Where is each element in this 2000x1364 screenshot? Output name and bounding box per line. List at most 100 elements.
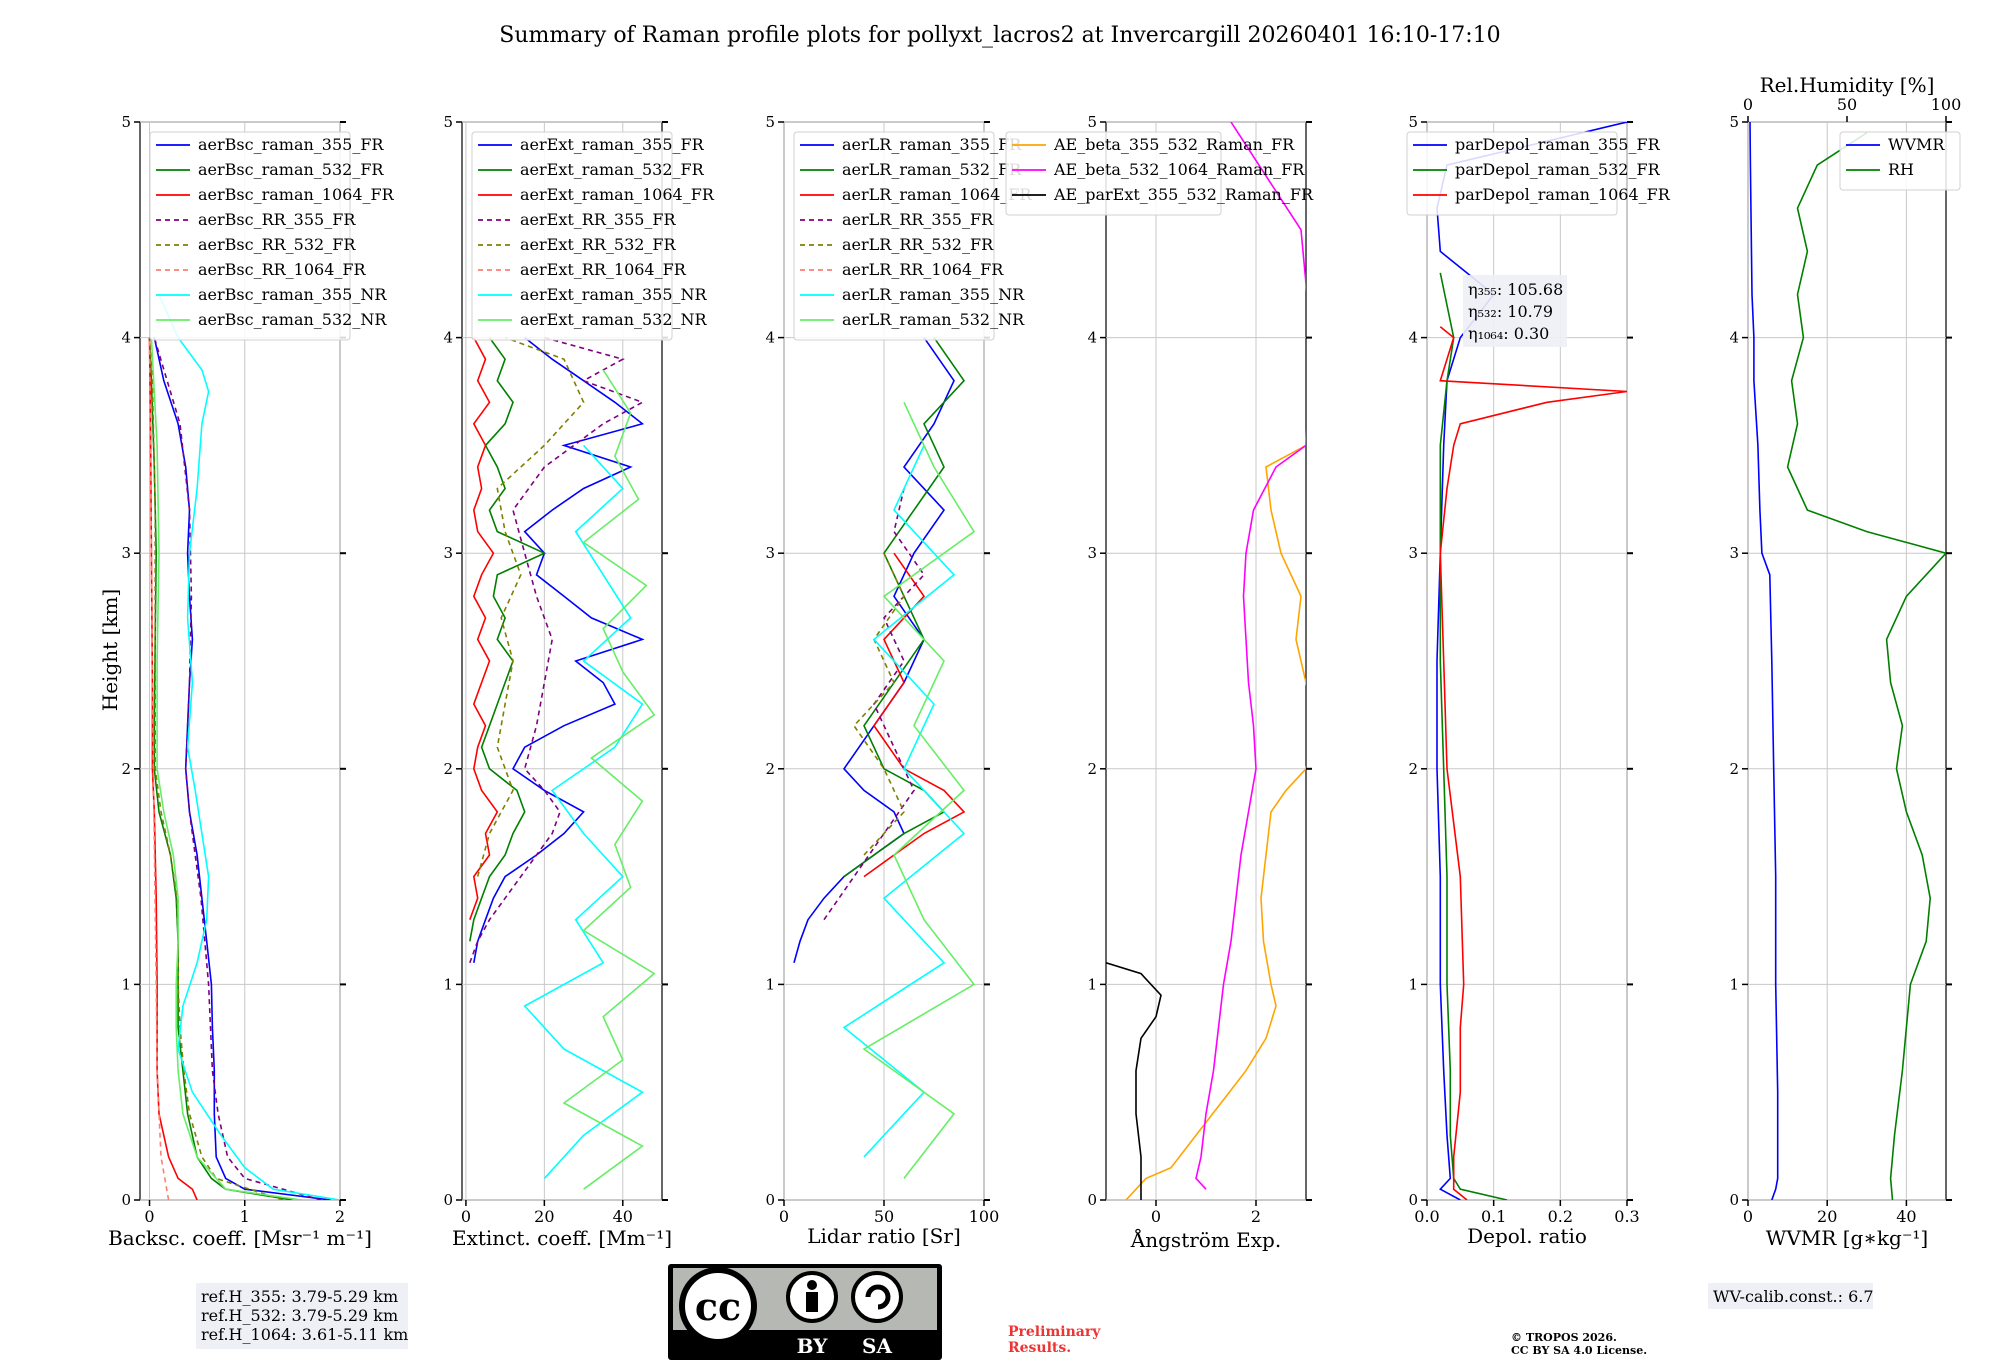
grid: [1106, 121, 1306, 1201]
series-line-wvmr: [1749, 122, 1779, 1200]
x-tick-label: 0.2: [1548, 1207, 1573, 1226]
y-tick-label: 0: [443, 1191, 453, 1209]
x-tick-label: 2: [1251, 1207, 1261, 1226]
series-line-aerlr-raman-355-nr: [842, 445, 966, 1158]
series-line-pardepol-raman-1064-fr: [1439, 326, 1627, 1200]
wv-calib-box: WV-calib.const.: 6.7: [1708, 1283, 1874, 1309]
preliminary-line1: Preliminary: [1008, 1324, 1101, 1340]
legend: parDepol_raman_355_FR parDepol_raman_532_…: [1406, 131, 1671, 216]
series-clip: [1749, 122, 1946, 1200]
legend-label: AE_beta_532_1064_Raman_FR: [1053, 160, 1305, 179]
panel-frame: [1747, 121, 1947, 1201]
figure-title: Summary of Raman profile plots for polly…: [499, 23, 1500, 48]
refh-1064: ref.H_1064: 3.61-5.11 km: [201, 1325, 408, 1344]
x-tick-label: 40: [1896, 1207, 1916, 1226]
series-line-pardepol-raman-355-fr: [1436, 122, 1627, 1200]
y-tick-label: 5: [1087, 113, 1097, 131]
panel-depol: 0 1 2 3 4 5 0.0 0.1 0.2 0.3 Depol. ratio parDepol…: [1406, 113, 1671, 1248]
panel-backscatter: 0 1 2 3 4 5 0 1 2 Backsc. coeff. [Msr⁻¹ m⁻¹] aer…: [108, 113, 395, 1250]
legend-label: aerExt_raman_532_FR: [520, 160, 705, 179]
series-line-aerext-raman-1064-fr: [469, 337, 499, 920]
series-clip: [148, 294, 340, 1200]
y-tick-label: 0: [765, 1191, 775, 1209]
y-tick-label: 4: [1729, 329, 1739, 347]
series-line-aerbsc-rr-355-fr: [153, 337, 322, 1200]
y-tick-label: 4: [443, 329, 453, 347]
cc-logo-letters-icon: cc: [695, 1284, 741, 1329]
eta-532: η₅₃₂: 10.79: [1468, 302, 1553, 321]
legend-label: aerBsc_RR_355_FR: [198, 210, 356, 229]
series-group: [793, 337, 976, 1179]
legend-label: WVMR: [1888, 135, 1945, 154]
series-line-aerbsc-rr-1064-fr: [148, 337, 170, 1200]
series-line-aerlr-rr-532-fr: [852, 552, 905, 856]
legend-label: aerBsc_raman_532_FR: [198, 160, 384, 179]
top-x-tick-label: 50: [1837, 95, 1857, 114]
series-clip: [1436, 122, 1627, 1200]
eta-annotation: η₃₅₅: 105.68 η₅₃₂: 10.79 η₁₀₆₄: 0.30: [1463, 275, 1567, 347]
y-tick-label: 3: [443, 544, 453, 562]
legend-label: aerBsc_raman_532_NR: [198, 310, 387, 329]
axes: 0 1 2 3 4 5 0 2: [1087, 113, 1312, 1226]
y-tick-label: 3: [1087, 544, 1097, 562]
refh-355: ref.H_355: 3.79-5.29 km: [201, 1287, 398, 1306]
legend-label: aerLR_raman_532_NR: [842, 310, 1025, 329]
y-tick-label: 3: [765, 544, 775, 562]
x-tick-label: 0: [779, 1207, 789, 1226]
copyright-line2: CC BY SA 4.0 License.: [1511, 1344, 1647, 1357]
eta-1064: η₁₀₆₄: 0.30: [1468, 324, 1549, 343]
axes: 0 1 2 3 4 5 0.0 0.1 0.2 0.3: [1408, 113, 1639, 1226]
x-tick-label: 0.0: [1414, 1207, 1439, 1226]
x-tick-label: 50: [874, 1207, 894, 1226]
y-tick-label: 2: [765, 760, 775, 778]
person-body: [806, 1292, 818, 1312]
share-alike-icon: [851, 1271, 903, 1323]
wv-calib-bg: [1708, 1283, 1873, 1309]
legend: aerExt_raman_355_FR aerExt_raman_532_FRae…: [471, 131, 715, 341]
legend-label: RH: [1888, 160, 1914, 179]
series-group: [1749, 122, 1946, 1200]
series-line-aerext-rr-355-fr: [469, 336, 645, 964]
x-tick-label: 100: [969, 1207, 1000, 1226]
x-tick-label: 2: [335, 1207, 345, 1226]
legend-label: aerExt_raman_532_NR: [520, 310, 708, 329]
legend-label: parDepol_raman_1064_FR: [1455, 185, 1671, 204]
legend-label: aerExt_RR_1064_FR: [520, 260, 687, 279]
legend: WVMR RH: [1839, 131, 1961, 191]
x-axis-label: Lidar ratio [Sr]: [807, 1224, 961, 1248]
x-tick-label: 0.3: [1614, 1207, 1639, 1226]
y-tick-label: 5: [443, 113, 453, 131]
x-axis-label: Extinct. coeff. [Mm⁻¹]: [452, 1226, 672, 1250]
x-axis-label: Ångström Exp.: [1130, 1227, 1281, 1252]
reference-height-box: ref.H_355: 3.79-5.29 km ref.H_532: 3.79-…: [196, 1283, 408, 1349]
y-tick-label: 5: [765, 113, 775, 131]
panel-angstrom: 0 1 2 3 4 5 0 2 Ångström Exp. AE_beta_355_532_R…: [1005, 113, 1314, 1252]
legend-label: parDepol_raman_532_FR: [1455, 160, 1661, 179]
y-tick-label: 4: [1408, 329, 1418, 347]
eta-355: η₃₅₅: 105.68: [1468, 280, 1563, 299]
x-axis-label: WVMR [g∗kg⁻¹]: [1766, 1226, 1928, 1250]
license-by: BY: [797, 1334, 829, 1358]
series-group: [148, 294, 340, 1200]
legend-label: aerBsc_RR_532_FR: [198, 235, 356, 254]
legend-label: aerBsc_RR_1064_FR: [198, 260, 367, 279]
y-tick-label: 1: [1408, 975, 1418, 993]
y-tick-label: 3: [121, 544, 131, 562]
series-line-aerlr-raman-532-nr: [862, 401, 976, 1179]
y-tick-label: 0: [121, 1191, 131, 1209]
x-tick-label: 0: [461, 1207, 471, 1226]
x-tick-label: 40: [613, 1207, 633, 1226]
legend-label: aerBsc_raman_355_NR: [198, 285, 387, 304]
legend-label: aerLR_raman_355_FR: [842, 135, 1022, 154]
series-line-aerlr-rr-355-fr: [823, 488, 926, 921]
share-alike-arrow: [865, 1284, 891, 1310]
x-tick-label: 20: [534, 1207, 554, 1226]
series-line-ae-beta-355-532-raman-fr: [1125, 444, 1306, 1200]
wv-calib-text: WV-calib.const.: 6.7: [1713, 1287, 1874, 1306]
person-head: [807, 1280, 817, 1290]
legend-box: [1839, 131, 1961, 191]
